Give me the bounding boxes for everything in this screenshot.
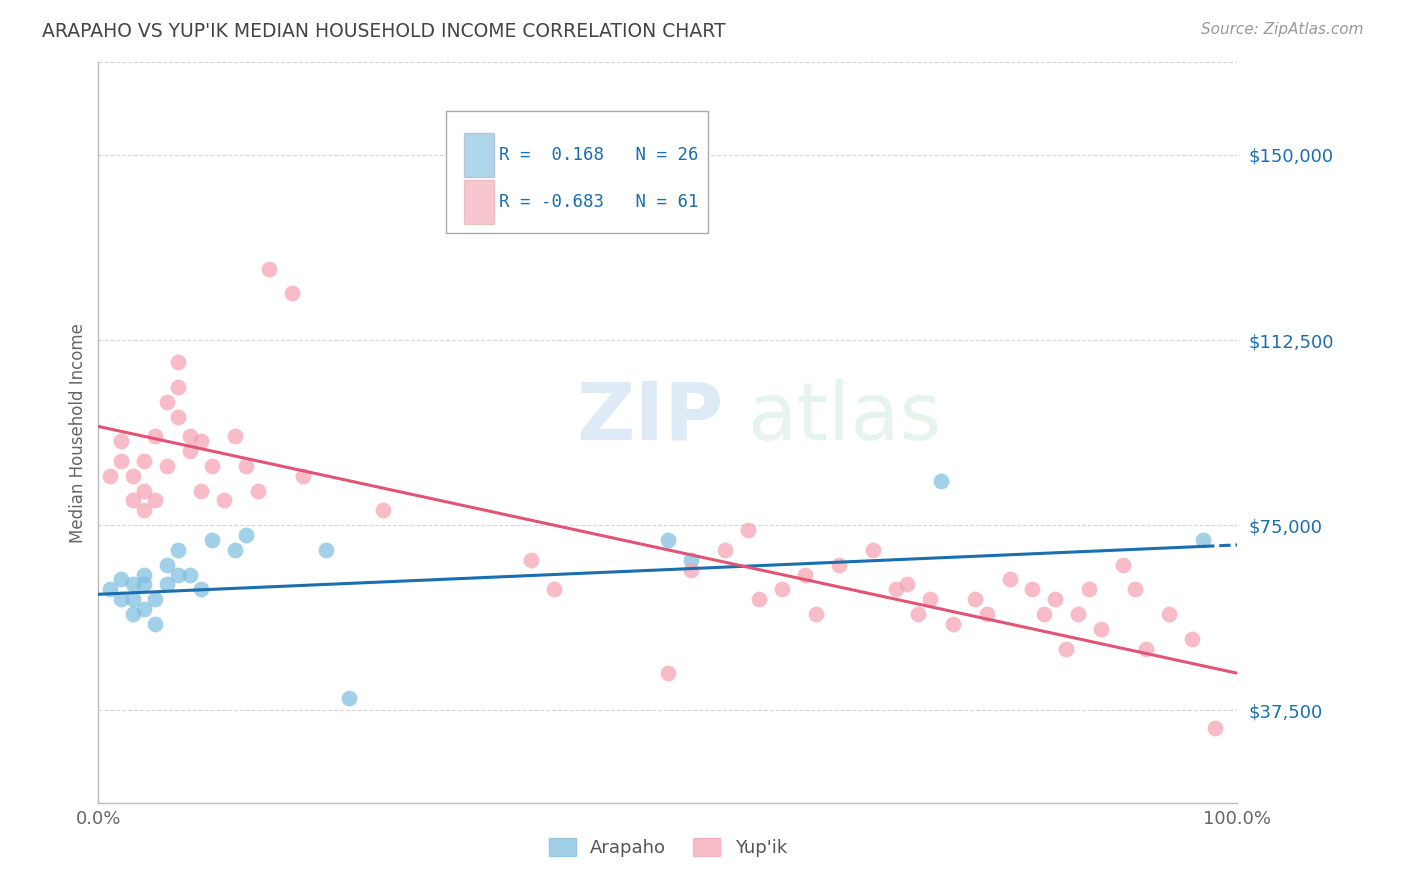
Point (337, 690, 360, 705)
Point (259, 261, 281, 276)
Point (179, 567, 201, 582)
Point (292, 468, 315, 483)
Point (1123, 582, 1146, 597)
Point (156, 394, 179, 409)
Point (201, 458, 224, 473)
Point (714, 542, 737, 557)
Point (1204, 721, 1226, 735)
Point (235, 528, 257, 542)
Text: ZIP: ZIP (576, 379, 724, 457)
Point (98, 582, 121, 597)
Legend: Arapaho, Yup'ik: Arapaho, Yup'ik (541, 830, 794, 864)
Point (1043, 592, 1066, 607)
Point (121, 592, 143, 607)
Point (1078, 582, 1101, 597)
Point (224, 542, 246, 557)
Point (167, 567, 190, 582)
Point (167, 355, 190, 369)
Point (862, 542, 884, 557)
Text: atlas: atlas (748, 379, 942, 457)
Point (156, 558, 179, 572)
Point (770, 582, 793, 597)
Point (929, 474, 952, 488)
Point (1067, 607, 1090, 621)
Point (679, 552, 702, 566)
Point (793, 567, 815, 582)
Point (145, 493, 167, 508)
Point (110, 592, 132, 607)
Y-axis label: Median Household Income: Median Household Income (69, 323, 87, 542)
Point (121, 468, 143, 483)
Point (1021, 582, 1043, 597)
Point (156, 577, 179, 591)
FancyBboxPatch shape (464, 133, 494, 177)
Point (121, 493, 143, 508)
Point (918, 592, 941, 607)
Point (110, 573, 132, 587)
Point (748, 592, 770, 607)
Point (121, 577, 143, 591)
Point (998, 573, 1021, 587)
Point (145, 616, 167, 631)
Point (1192, 533, 1215, 547)
Point (132, 567, 155, 582)
Point (132, 483, 155, 498)
Point (315, 542, 337, 557)
Point (679, 563, 702, 577)
Point (167, 542, 190, 557)
Point (179, 444, 201, 458)
Point (179, 429, 201, 443)
Point (371, 503, 394, 517)
Point (1112, 558, 1135, 572)
Point (657, 533, 679, 547)
Point (156, 458, 179, 473)
Point (98, 468, 121, 483)
Point (132, 577, 155, 591)
Text: R = -0.683   N = 61: R = -0.683 N = 61 (499, 193, 699, 211)
Point (235, 458, 257, 473)
Point (1135, 641, 1157, 656)
Point (246, 483, 269, 498)
Point (201, 533, 224, 547)
Point (657, 666, 679, 681)
Point (281, 286, 304, 301)
Point (1181, 632, 1204, 646)
Point (212, 493, 235, 508)
Point (110, 434, 132, 449)
Point (965, 592, 987, 607)
Point (145, 429, 167, 443)
Point (520, 552, 543, 566)
Text: R =  0.168   N = 26: R = 0.168 N = 26 (499, 145, 699, 164)
Point (145, 592, 167, 607)
Point (1032, 607, 1054, 621)
Point (828, 558, 851, 572)
Point (132, 503, 155, 517)
Point (942, 616, 965, 631)
FancyBboxPatch shape (446, 111, 707, 233)
Point (884, 582, 907, 597)
Point (804, 607, 827, 621)
Point (1090, 622, 1112, 636)
Point (1054, 641, 1078, 656)
Point (190, 483, 212, 498)
Point (737, 523, 759, 537)
Text: Source: ZipAtlas.com: Source: ZipAtlas.com (1201, 22, 1364, 37)
Point (907, 607, 929, 621)
Point (224, 429, 246, 443)
Point (896, 577, 918, 591)
Point (167, 409, 190, 424)
Point (110, 454, 132, 468)
Point (167, 380, 190, 394)
Point (976, 607, 998, 621)
Point (543, 582, 565, 597)
Point (132, 602, 155, 616)
Point (190, 582, 212, 597)
Point (132, 454, 155, 468)
Point (1157, 607, 1180, 621)
Point (190, 434, 212, 449)
FancyBboxPatch shape (464, 180, 494, 224)
Point (121, 607, 143, 621)
Text: ARAPAHO VS YUP'IK MEDIAN HOUSEHOLD INCOME CORRELATION CHART: ARAPAHO VS YUP'IK MEDIAN HOUSEHOLD INCOM… (42, 22, 725, 41)
